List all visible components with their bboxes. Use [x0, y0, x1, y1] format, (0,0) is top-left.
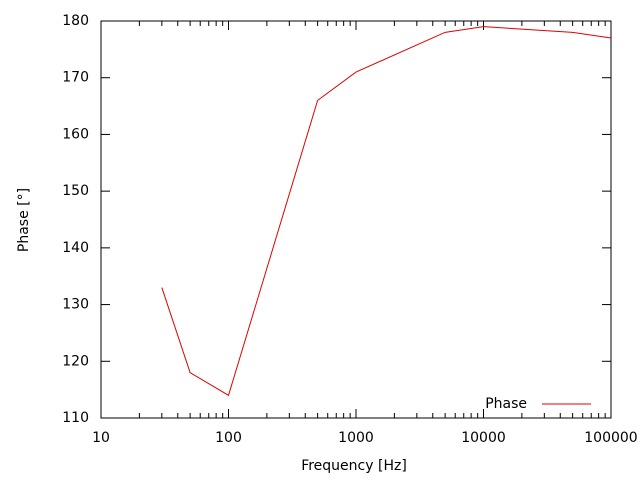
y-axis-label: Phase [°] [16, 188, 32, 252]
y-tick-label: 170 [62, 70, 89, 86]
x-tick-label: 100000 [584, 430, 637, 446]
y-tick-label: 180 [62, 13, 89, 29]
y-tick-label: 160 [62, 126, 89, 142]
plot-frame [100, 20, 612, 419]
x-axis-label: Frequency [Hz] [301, 458, 407, 474]
y-tick-label: 140 [62, 240, 89, 256]
y-tick-label: 130 [62, 297, 89, 313]
x-tick-label: 100 [215, 430, 242, 446]
y-tick-label: 120 [62, 353, 89, 369]
legend-label: Phase [485, 396, 527, 412]
x-tick-label: 1000 [338, 430, 374, 446]
x-tick-label: 10 [92, 430, 110, 446]
data-line [161, 26, 612, 397]
y-tick-label: 150 [62, 183, 89, 199]
y-tick-label: 110 [62, 410, 89, 426]
x-tick-label: 10000 [461, 430, 506, 446]
